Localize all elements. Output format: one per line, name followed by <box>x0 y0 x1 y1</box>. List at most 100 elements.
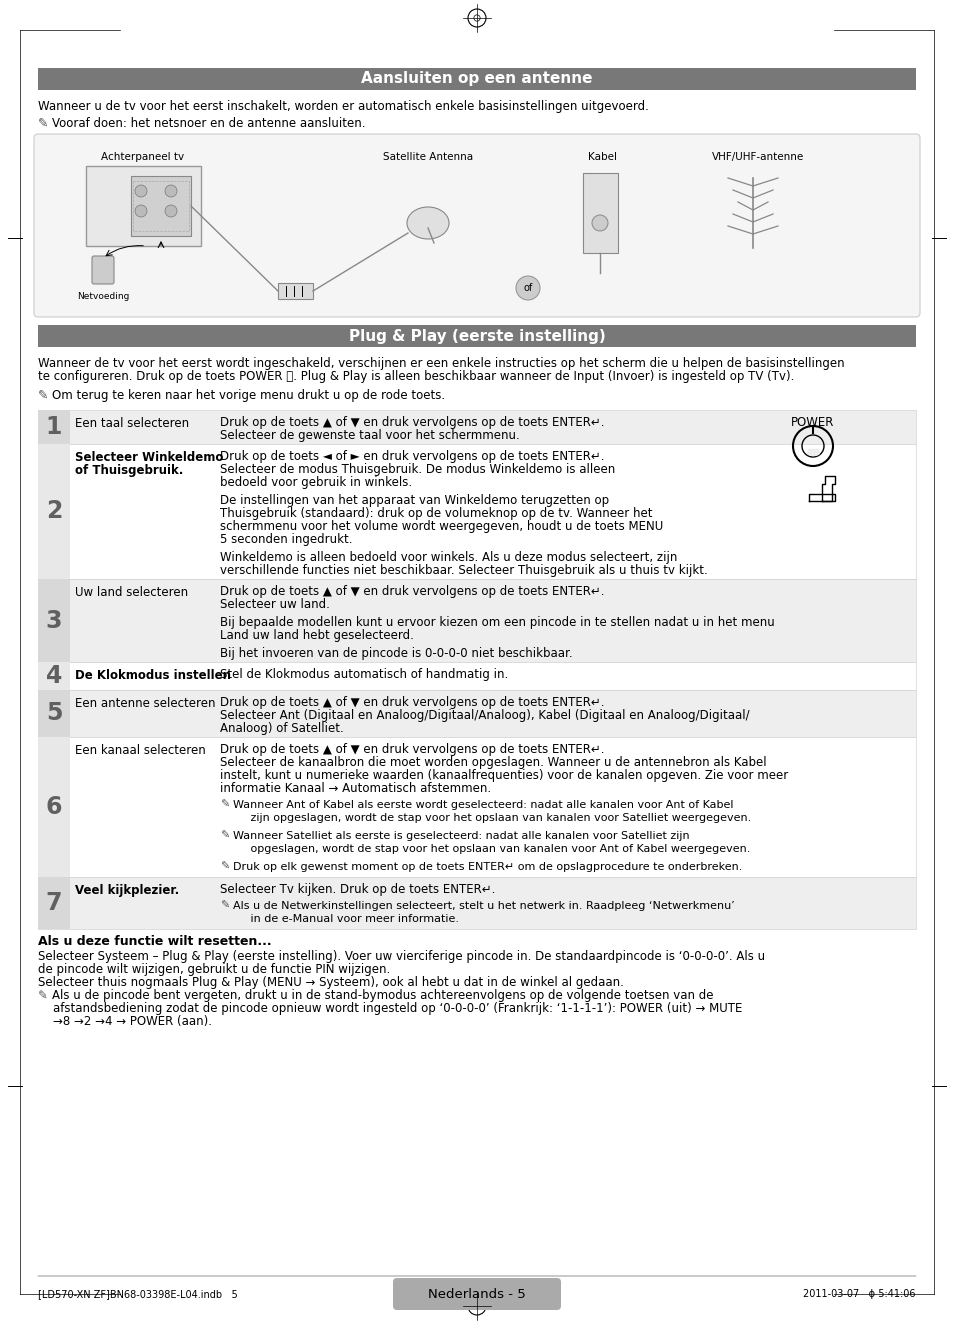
Bar <box>582 173 618 253</box>
Text: De instellingen van het apparaat van Winkeldemo terugzetten op: De instellingen van het apparaat van Win… <box>220 494 608 507</box>
Circle shape <box>592 214 607 230</box>
Text: Als u de pincode bent vergeten, drukt u in de stand-bymodus achtereenvolgens op : Als u de pincode bent vergeten, drukt u … <box>52 989 713 1002</box>
Bar <box>132 181 189 230</box>
Text: ✎: ✎ <box>220 862 229 873</box>
Bar <box>38 410 915 444</box>
Text: 7: 7 <box>46 891 62 915</box>
Bar <box>38 444 70 579</box>
Text: in de e-Manual voor meer informatie.: in de e-Manual voor meer informatie. <box>233 914 458 924</box>
Text: Een taal selecteren: Een taal selecteren <box>75 417 189 430</box>
Text: afstandsbediening zodat de pincode opnieuw wordt ingesteld op ‘0-0-0-0’ (Frankri: afstandsbediening zodat de pincode opnie… <box>38 1002 741 1016</box>
Text: Druk op de toets ◄ of ► en druk vervolgens op de toets ENTER↵.: Druk op de toets ◄ of ► en druk vervolge… <box>220 450 604 463</box>
Text: Uw land selecteren: Uw land selecteren <box>75 587 188 598</box>
Text: [LD570-XN ZF]BN68-03398E-L04.indb   5: [LD570-XN ZF]BN68-03398E-L04.indb 5 <box>38 1290 237 1299</box>
Text: ✎: ✎ <box>38 117 49 130</box>
Text: schermmenu voor het volume wordt weergegeven, houdt u de toets MENU: schermmenu voor het volume wordt weergeg… <box>220 520 662 534</box>
Text: Bij het invoeren van de pincode is 0-0-0-0 niet beschikbaar.: Bij het invoeren van de pincode is 0-0-0… <box>220 647 572 659</box>
Text: zijn opgeslagen, wordt de stap voor het opslaan van kanalen voor Satelliet weerg: zijn opgeslagen, wordt de stap voor het … <box>233 813 750 824</box>
Bar <box>38 737 70 876</box>
Text: Analoog) of Satelliet.: Analoog) of Satelliet. <box>220 722 343 735</box>
FancyBboxPatch shape <box>34 134 919 316</box>
Circle shape <box>135 185 147 197</box>
Text: Achterpaneel tv: Achterpaneel tv <box>101 152 184 162</box>
Text: Als u de Netwerkinstellingen selecteert, stelt u het netwerk in. Raadpleeg ‘Netw: Als u de Netwerkinstellingen selecteert,… <box>233 902 734 911</box>
Text: POWER: POWER <box>790 416 834 429</box>
Text: Wanneer Ant of Kabel als eerste wordt geselecteerd: nadat alle kanalen voor Ant : Wanneer Ant of Kabel als eerste wordt ge… <box>233 800 733 810</box>
Text: Wanneer de tv voor het eerst wordt ingeschakeld, verschijnen er een enkele instr: Wanneer de tv voor het eerst wordt inges… <box>38 357 843 369</box>
Text: ✎: ✎ <box>220 800 229 810</box>
Text: Selecteer thuis nogmaals Plug & Play (MENU → Systeem), ook al hebt u dat in de w: Selecteer thuis nogmaals Plug & Play (ME… <box>38 976 623 989</box>
Text: Bij bepaalde modellen kunt u ervoor kiezen om een pincode in te stellen nadat u : Bij bepaalde modellen kunt u ervoor kiez… <box>220 616 774 629</box>
Text: Aansluiten op een antenne: Aansluiten op een antenne <box>361 71 592 86</box>
Text: Satellite Antenna: Satellite Antenna <box>382 152 473 162</box>
Bar <box>38 68 915 90</box>
Bar <box>38 876 70 929</box>
Text: Druk op de toets ▲ of ▼ en druk vervolgens op de toets ENTER↵.: Druk op de toets ▲ of ▼ en druk vervolge… <box>220 416 604 429</box>
Bar <box>38 876 915 929</box>
Text: Netvoeding: Netvoeding <box>77 293 129 301</box>
Bar <box>277 283 313 299</box>
Text: VHF/UHF-antenne: VHF/UHF-antenne <box>711 152 803 162</box>
Text: ✎: ✎ <box>220 831 229 841</box>
Text: Plug & Play (eerste instelling): Plug & Play (eerste instelling) <box>348 328 605 343</box>
Text: De Klokmodus instellen: De Klokmodus instellen <box>75 669 231 682</box>
Text: 2: 2 <box>46 499 62 523</box>
Text: Selecteer uw land.: Selecteer uw land. <box>220 598 330 610</box>
Circle shape <box>165 185 177 197</box>
Bar <box>38 410 70 444</box>
Text: →8 →2 →4 → POWER (aan).: →8 →2 →4 → POWER (aan). <box>38 1016 212 1027</box>
Text: 3: 3 <box>46 609 62 633</box>
Text: opgeslagen, wordt de stap voor het opslaan van kanalen voor Ant of Kabel weergeg: opgeslagen, wordt de stap voor het opsla… <box>233 843 750 854</box>
Bar <box>38 579 70 662</box>
Bar <box>38 690 915 737</box>
Bar <box>38 690 70 737</box>
Text: Een antenne selecteren: Een antenne selecteren <box>75 696 215 710</box>
Text: Druk op de toets ▲ of ▼ en druk vervolgens op de toets ENTER↵.: Druk op de toets ▲ of ▼ en druk vervolge… <box>220 743 604 756</box>
Text: Selecteer de gewenste taal voor het schermmenu.: Selecteer de gewenste taal voor het sche… <box>220 429 519 442</box>
Bar <box>38 737 915 876</box>
Text: informatie Kanaal → Automatisch afstemmen.: informatie Kanaal → Automatisch afstemme… <box>220 782 491 794</box>
Circle shape <box>135 205 147 217</box>
Circle shape <box>165 205 177 217</box>
Text: instelt, kunt u numerieke waarden (kanaalfrequenties) voor de kanalen opgeven. Z: instelt, kunt u numerieke waarden (kanaa… <box>220 769 787 782</box>
Text: Nederlands - 5: Nederlands - 5 <box>428 1287 525 1300</box>
Bar <box>38 324 915 347</box>
Bar <box>131 176 191 236</box>
Text: Stel de Klokmodus automatisch of handmatig in.: Stel de Klokmodus automatisch of handmat… <box>220 669 508 681</box>
Text: Kabel: Kabel <box>588 152 617 162</box>
Text: Wanneer Satelliet als eerste is geselecteerd: nadat alle kanalen voor Satelliet : Wanneer Satelliet als eerste is geselect… <box>233 831 689 841</box>
Text: Winkeldemo is alleen bedoeld voor winkels. Als u deze modus selecteert, zijn: Winkeldemo is alleen bedoeld voor winkel… <box>220 551 677 564</box>
Text: ✎: ✎ <box>38 389 49 402</box>
Text: Selecteer Systeem – Plug & Play (eerste instelling). Voer uw vierciferige pincod: Selecteer Systeem – Plug & Play (eerste … <box>38 951 764 963</box>
Bar <box>38 579 915 662</box>
Text: ✎: ✎ <box>38 989 48 1002</box>
Text: 4: 4 <box>46 665 62 688</box>
Text: Selecteer Ant (Digitaal en Analoog/Digitaal/Analoog), Kabel (Digitaal en Analoog: Selecteer Ant (Digitaal en Analoog/Digit… <box>220 708 749 722</box>
Ellipse shape <box>407 207 449 240</box>
Text: of Thuisgebruik.: of Thuisgebruik. <box>75 463 183 477</box>
Text: de pincode wilt wijzigen, gebruikt u de functie PIN wijzigen.: de pincode wilt wijzigen, gebruikt u de … <box>38 963 390 976</box>
Text: Druk op de toets ▲ of ▼ en druk vervolgens op de toets ENTER↵.: Druk op de toets ▲ of ▼ en druk vervolge… <box>220 585 604 598</box>
Text: 6: 6 <box>46 794 62 820</box>
Text: Vooraf doen: het netsnoer en de antenne aansluiten.: Vooraf doen: het netsnoer en de antenne … <box>52 117 365 130</box>
FancyBboxPatch shape <box>91 256 113 285</box>
Text: Thuisgebruik (standaard): druk op de volumeknop op de tv. Wanneer het: Thuisgebruik (standaard): druk op de vol… <box>220 507 652 520</box>
Text: Een kanaal selecteren: Een kanaal selecteren <box>75 744 206 757</box>
Text: ✎: ✎ <box>220 902 229 911</box>
Text: 5: 5 <box>46 702 62 726</box>
Text: Selecteer de modus Thuisgebruik. De modus Winkeldemo is alleen: Selecteer de modus Thuisgebruik. De modu… <box>220 463 615 477</box>
Text: Veel kijkplezier.: Veel kijkplezier. <box>75 884 179 896</box>
Bar <box>38 662 70 690</box>
Text: te configureren. Druk op de toets POWER ⏻. Plug & Play is alleen beschikbaar wan: te configureren. Druk op de toets POWER … <box>38 369 794 383</box>
Text: 5 seconden ingedrukt.: 5 seconden ingedrukt. <box>220 534 352 545</box>
Text: Land uw land hebt geselecteerd.: Land uw land hebt geselecteerd. <box>220 629 414 642</box>
Text: Druk op elk gewenst moment op de toets ENTER↵ om de opslagprocedure te onderbrek: Druk op elk gewenst moment op de toets E… <box>233 862 741 873</box>
Circle shape <box>516 275 539 301</box>
FancyBboxPatch shape <box>393 1278 560 1309</box>
Bar <box>86 166 201 246</box>
Text: Wanneer u de tv voor het eerst inschakelt, worden er automatisch enkele basisins: Wanneer u de tv voor het eerst inschakel… <box>38 101 648 113</box>
Text: 2011-03-07   ϕ 5:41:06: 2011-03-07 ϕ 5:41:06 <box>802 1290 915 1299</box>
Text: Selecteer de kanaalbron die moet worden opgeslagen. Wanneer u de antennebron als: Selecteer de kanaalbron die moet worden … <box>220 756 766 769</box>
Text: Druk op de toets ▲ of ▼ en druk vervolgens op de toets ENTER↵.: Druk op de toets ▲ of ▼ en druk vervolge… <box>220 696 604 708</box>
Text: 1: 1 <box>46 414 62 440</box>
